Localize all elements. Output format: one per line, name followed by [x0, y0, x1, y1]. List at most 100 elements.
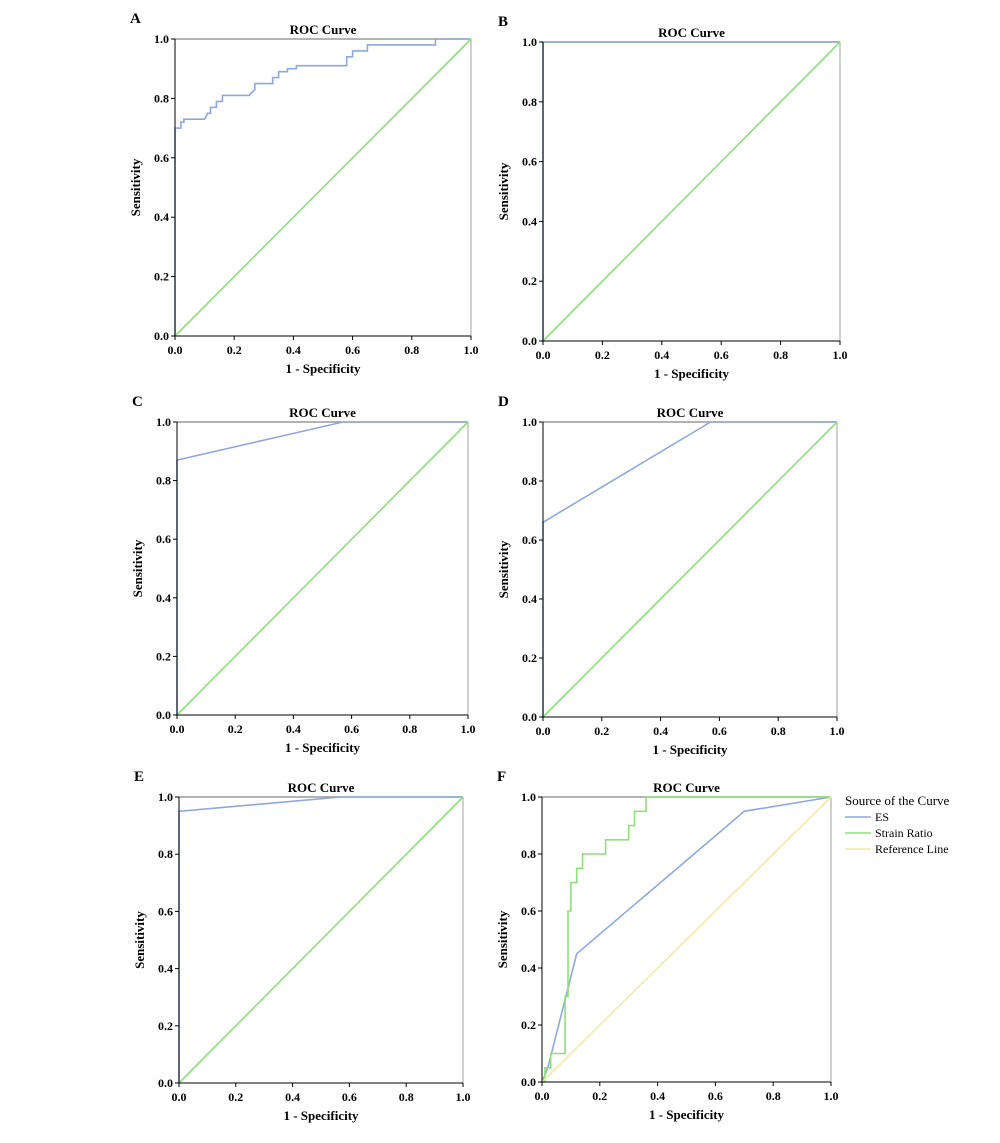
series-line-2: [542, 796, 831, 1083]
panel-letter: A: [130, 11, 141, 27]
y-tick-label: 0.6: [158, 904, 173, 918]
x-tick-label: 0.8: [402, 722, 417, 736]
x-tick-label: 0.6: [345, 343, 360, 357]
y-tick-label: 0.8: [154, 91, 169, 105]
x-tick-label: 0.8: [771, 724, 786, 738]
x-tick-label: 0.0: [536, 724, 551, 738]
x-tick-label: 0.0: [535, 1089, 550, 1103]
y-tick-label: 0.6: [522, 155, 537, 169]
x-tick-label: 0.0: [168, 343, 183, 357]
y-axis-title: Sensitivity: [132, 911, 147, 969]
x-tick-label: 0.6: [708, 1089, 723, 1103]
chart-title: ROC Curve: [653, 780, 720, 795]
x-tick-label: 0.2: [228, 1090, 243, 1104]
y-tick-label: 0.0: [154, 329, 169, 343]
y-tick-label: 0.8: [522, 474, 537, 488]
x-tick-label: 0.4: [286, 722, 301, 736]
x-tick-label: 0.2: [592, 1089, 607, 1103]
legend-item-label: Reference Line: [875, 842, 949, 856]
chart-title: ROC Curve: [290, 22, 357, 37]
y-tick-label: 0.0: [156, 708, 171, 722]
series-line-1: [541, 796, 832, 1083]
y-tick-label: 0.4: [154, 210, 169, 224]
y-tick-label: 0.2: [522, 651, 537, 665]
legend-item-label: ES: [875, 810, 889, 824]
y-axis-title: Sensitivity: [128, 158, 143, 216]
y-tick-label: 0.8: [156, 474, 171, 488]
y-tick-label: 0.4: [156, 591, 171, 605]
x-tick-label: 0.4: [286, 343, 301, 357]
x-tick-label: 1.0: [461, 722, 476, 736]
y-tick-label: 1.0: [522, 415, 537, 429]
y-axis-title: Sensitivity: [496, 540, 511, 598]
series-line-3: [541, 796, 832, 1083]
x-tick-label: 0.6: [714, 348, 729, 362]
y-tick-label: 0.4: [158, 962, 173, 976]
y-tick-label: 0.6: [154, 151, 169, 165]
chart-title: ROC Curve: [288, 780, 355, 795]
x-tick-label: 1.0: [824, 1089, 839, 1103]
y-axis-title: Sensitivity: [496, 162, 511, 220]
y-tick-label: 0.2: [521, 1018, 536, 1032]
y-tick-label: 0.0: [522, 334, 537, 348]
series-line-2: [174, 38, 472, 337]
x-tick-label: 0.8: [404, 343, 419, 357]
y-tick-label: 1.0: [154, 32, 169, 46]
x-tick-label: 0.6: [712, 724, 727, 738]
x-tick-label: 0.6: [344, 722, 359, 736]
y-tick-label: 0.2: [522, 274, 537, 288]
legend-title: Source of the Curve: [845, 793, 950, 808]
x-tick-label: 0.2: [227, 343, 242, 357]
y-tick-label: 0.8: [158, 847, 173, 861]
chart-title: ROC Curve: [657, 405, 724, 420]
x-tick-label: 0.0: [170, 722, 185, 736]
x-axis-title: 1 - Specificity: [283, 1108, 359, 1123]
series-line-2: [542, 421, 838, 718]
y-tick-label: 1.0: [156, 415, 171, 429]
y-tick-label: 0.2: [156, 649, 171, 663]
y-tick-label: 1.0: [522, 35, 537, 49]
x-tick-label: 0.2: [595, 348, 610, 362]
y-tick-label: 0.4: [522, 214, 537, 228]
x-tick-label: 0.4: [285, 1090, 300, 1104]
chart-title: ROC Curve: [658, 25, 725, 40]
x-tick-label: 0.2: [228, 722, 243, 736]
panel-letter: F: [497, 769, 506, 785]
y-tick-label: 0.4: [521, 961, 536, 975]
x-tick-label: 1.0: [833, 348, 848, 362]
legend: Source of the Curve ES Strain Ratio Referen…: [845, 793, 950, 856]
series-line-2: [178, 796, 464, 1084]
x-tick-label: 0.8: [773, 348, 788, 362]
y-tick-label: 0.8: [522, 95, 537, 109]
y-axis-title: Sensitivity: [130, 539, 145, 597]
y-tick-label: 1.0: [521, 790, 536, 804]
y-tick-label: 0.6: [522, 533, 537, 547]
x-tick-label: 0.6: [342, 1090, 357, 1104]
x-axis-title: 1 - Specificity: [649, 1107, 725, 1122]
y-tick-label: 0.0: [158, 1076, 173, 1090]
x-tick-label: 0.8: [399, 1090, 414, 1104]
x-tick-label: 0.4: [650, 1089, 665, 1103]
panel-letter: E: [134, 769, 144, 785]
y-tick-label: 1.0: [158, 790, 173, 804]
x-tick-label: 1.0: [464, 343, 479, 357]
x-axis-title: 1 - Specificity: [654, 366, 730, 381]
x-axis-title: 1 - Specificity: [285, 740, 361, 755]
x-axis-title: 1 - Specificity: [285, 361, 361, 376]
x-tick-label: 0.4: [653, 724, 668, 738]
roc-panel-c: 0.00.0 0.2 0.2 0.4 0.4 0.6 0.6 0.8 0.8 1.0 1.0 ROC …: [130, 394, 476, 755]
y-axis-title: Sensitivity: [495, 910, 510, 968]
panel-letter: C: [132, 394, 143, 410]
panel-letter: B: [498, 14, 508, 30]
y-tick-label: 0.2: [158, 1019, 173, 1033]
x-tick-label: 0.2: [594, 724, 609, 738]
legend-item-label: Strain Ratio: [875, 826, 933, 840]
roc-panel-a: 0.00.0 0.2 0.2 0.4 0.4 0.6 0.6 0.8 0.8 1.0 1.0 ROC …: [128, 11, 479, 376]
series-line-2: [176, 421, 469, 716]
roc-panel-b: 0.00.0 0.2 0.2 0.4 0.4 0.6 0.6 0.8 0.8 1.0 1.0 ROC …: [496, 14, 848, 381]
roc-panel-f: 0.00.0 0.2 0.2 0.4 0.4 0.6 0.6 0.8 0.8 1.0 1.0 ROC …: [495, 769, 950, 1122]
y-tick-label: 0.2: [154, 270, 169, 284]
chart-title: ROC Curve: [289, 405, 356, 420]
y-tick-label: 0.4: [522, 592, 537, 606]
